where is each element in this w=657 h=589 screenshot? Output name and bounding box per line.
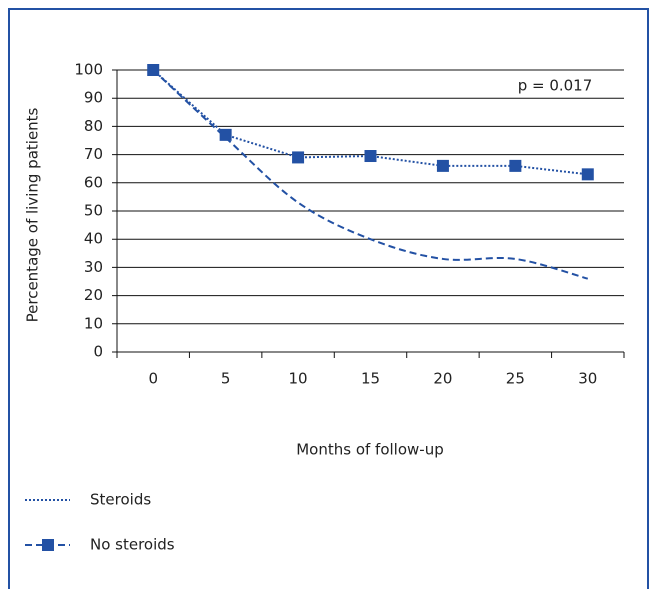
line-series	[152, 69, 589, 280]
y-tick-label: 50	[84, 202, 103, 220]
y-tick-label: 80	[84, 117, 103, 135]
marker	[436, 159, 449, 172]
y-tick-label: 90	[84, 89, 103, 107]
x-tick-label: 0	[148, 370, 158, 388]
marker	[147, 64, 160, 76]
x-tick-label: 15	[361, 370, 380, 388]
y-tick-label: 20	[84, 286, 103, 304]
marker	[509, 159, 522, 172]
y-tick-label: 60	[84, 173, 103, 191]
legend-marker	[42, 539, 54, 551]
x-axis-label: Months of follow-up	[296, 441, 444, 459]
marker	[364, 150, 377, 163]
x-tick-label: 20	[433, 370, 452, 388]
y-tick-label: 100	[74, 61, 103, 79]
y-tick-label: 30	[84, 258, 103, 276]
x-tick-label: 5	[221, 370, 231, 388]
x-tick-label: 30	[578, 370, 597, 388]
annotation: p = 0.017	[518, 77, 593, 95]
frame	[8, 8, 649, 589]
y-tick-label: 40	[84, 230, 103, 248]
y-axis-label: Percentage of living patients	[24, 107, 42, 322]
x-tick-label: 10	[289, 370, 308, 388]
legend-label: Steroids	[90, 491, 151, 509]
legend-label: No steroids	[90, 536, 175, 554]
marker	[581, 168, 594, 181]
y-tick-label: 70	[84, 145, 103, 163]
x-tick-label: 25	[506, 370, 525, 388]
y-tick-label: 0	[93, 343, 103, 361]
y-tick-label: 10	[84, 314, 103, 332]
marker	[292, 151, 305, 164]
marker	[219, 128, 232, 141]
